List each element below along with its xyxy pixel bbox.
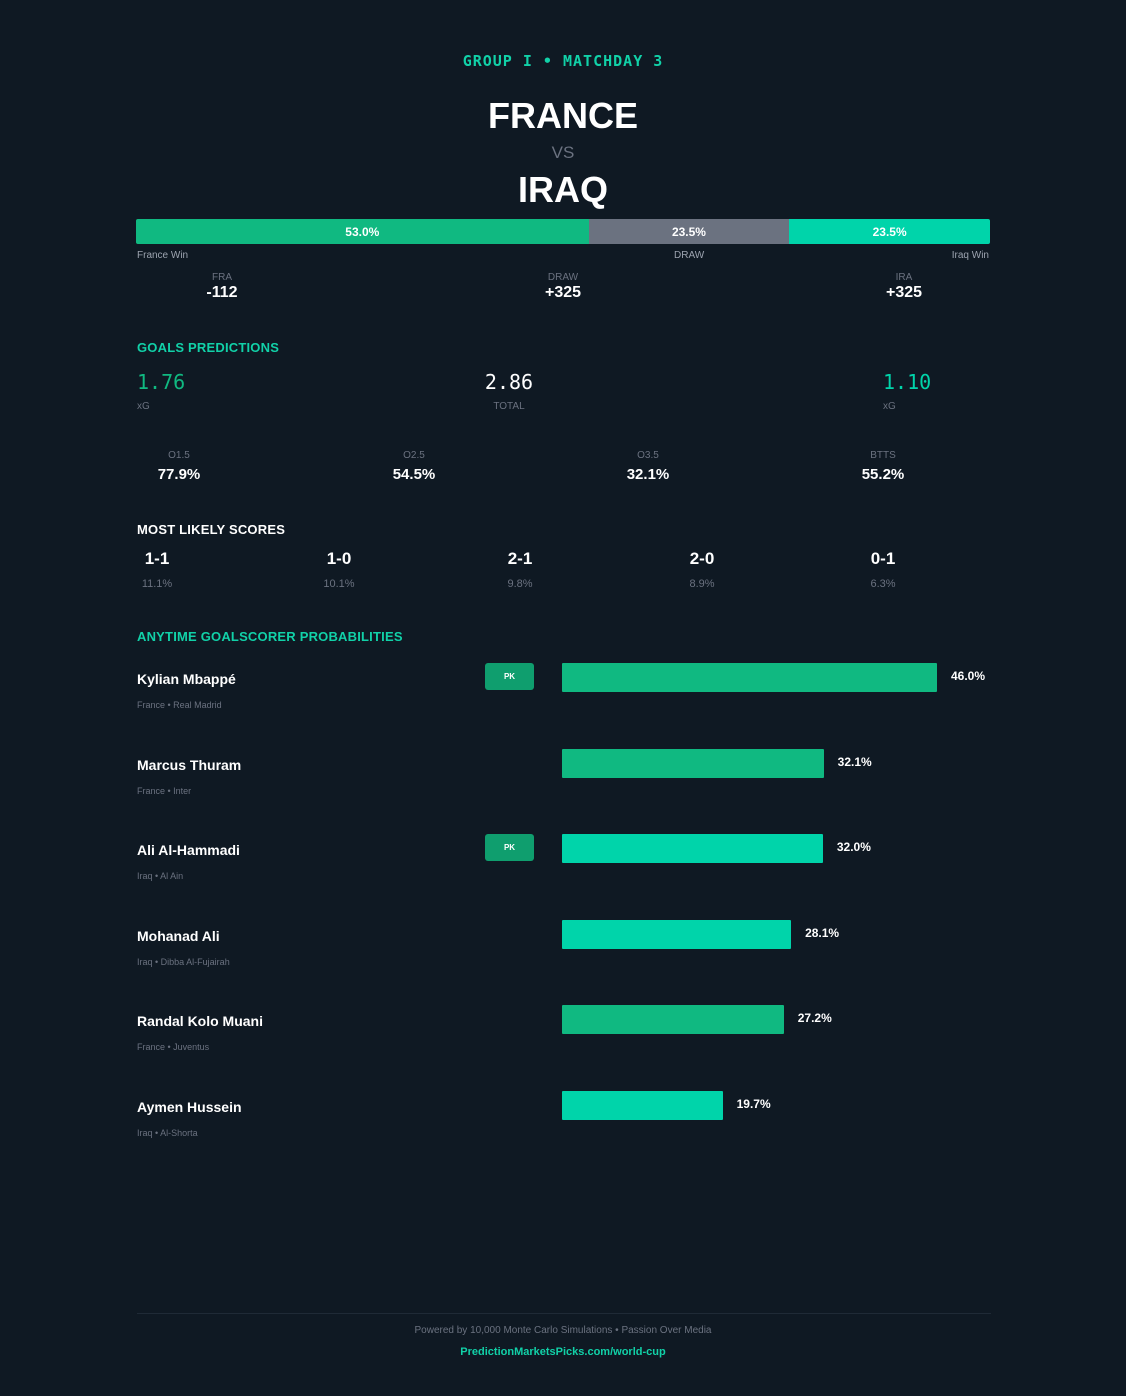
goals-heading: GOALS PREDICTIONS	[137, 340, 280, 355]
away-odds-key: IRA	[895, 272, 913, 283]
market-value: 54.5%	[392, 466, 436, 483]
away-xg-label: xG	[883, 401, 896, 412]
goalscorer-row: Randal Kolo Muani France • Juventus 27.2…	[137, 1005, 957, 1073]
market-over-1-5: O1.5 77.9%	[119, 450, 239, 483]
away-team-name: IRAQ	[518, 169, 608, 210]
goalscorer-row: Marcus Thuram France • Inter 32.1%	[137, 749, 957, 817]
score-item: 0-1 6.3%	[843, 549, 923, 590]
player-name: Marcus Thuram	[137, 757, 242, 773]
market-over-2-5: O2.5 54.5%	[354, 450, 474, 483]
probability-value: 28.1%	[805, 926, 840, 940]
penalty-taker-badge: PK	[485, 663, 534, 690]
home-odds: FRA -112	[142, 272, 302, 302]
away-odds-value: +325	[885, 284, 923, 301]
score-probability: 6.3%	[870, 578, 896, 590]
home-team-name: FRANCE	[488, 95, 638, 136]
draw-odds-key: DRAW	[547, 272, 579, 283]
score-probability: 9.8%	[507, 578, 533, 590]
goalscorer-row: Mohanad Ali Iraq • Dibba Al-Fujairah 28.…	[137, 920, 957, 988]
player-info: France • Real Madrid	[137, 700, 222, 710]
market-key: O1.5	[168, 450, 190, 461]
away-xg-value: 1.10	[883, 370, 932, 394]
penalty-taker-badge: PK	[485, 834, 534, 861]
home-odds-key: FRA	[212, 272, 232, 283]
probability-bar	[562, 663, 937, 692]
market-key: O3.5	[637, 450, 659, 461]
home-odds-value: -112	[206, 284, 238, 301]
market-key: O2.5	[403, 450, 425, 461]
player-name: Aymen Hussein	[137, 1099, 242, 1115]
away-win-caption: Iraq Win	[951, 250, 989, 261]
score-value: 1-0	[326, 549, 352, 568]
score-value: 2-0	[689, 549, 715, 568]
home-win-caption: France Win	[137, 250, 189, 261]
goalscorer-row: Ali Al-Hammadi Iraq • Al Ain PK 32.0%	[137, 834, 957, 902]
footer-note: Powered by 10,000 Monte Carlo Simulation…	[414, 1325, 712, 1336]
probability-bar	[562, 749, 824, 778]
player-info: Iraq • Al-Shorta	[137, 1128, 198, 1138]
home-xg-label: xG	[137, 401, 150, 412]
home-xg-value: 1.76	[137, 370, 186, 394]
probability-bar	[562, 1005, 784, 1034]
scores-heading: MOST LIKELY SCORES	[137, 522, 286, 537]
goalscorer-heading: ANYTIME GOALSCORER PROBABILITIES	[137, 629, 403, 644]
probability-value: 19.7%	[736, 1097, 771, 1111]
away-win-segment: 23.5%	[789, 219, 990, 244]
score-item: 2-1 9.8%	[480, 549, 560, 590]
goalscorer-row: Kylian Mbappé France • Real Madrid PK 46…	[137, 663, 985, 731]
player-info: Iraq • Al Ain	[137, 871, 184, 881]
score-probability: 11.1%	[141, 578, 173, 590]
player-name: Randal Kolo Muani	[137, 1013, 263, 1029]
score-value: 1-1	[144, 549, 170, 568]
probability-value: 27.2%	[797, 1011, 832, 1025]
goalscorer-row: Aymen Hussein Iraq • Al-Shorta 19.7%	[137, 1091, 957, 1159]
home-win-segment: 53.0%	[136, 219, 589, 244]
footer-link[interactable]: PredictionMarketsPicks.com/world-cup	[460, 1346, 666, 1358]
score-item: 1-1 11.1%	[117, 549, 197, 590]
player-info: France • Juventus	[137, 1042, 210, 1052]
outcome-probability-bar: 53.0% 23.5% 23.5%	[136, 219, 990, 244]
player-info: France • Inter	[137, 786, 192, 796]
score-value: 2-1	[507, 549, 533, 568]
market-over-3-5: O3.5 32.1%	[588, 450, 708, 483]
probability-value: 32.1%	[837, 755, 872, 769]
player-name: Mohanad Ali	[137, 928, 220, 944]
market-value: 55.2%	[861, 466, 905, 483]
player-name: Ali Al-Hammadi	[137, 842, 240, 858]
score-probability: 10.1%	[323, 578, 355, 590]
score-probability: 8.9%	[689, 578, 715, 590]
probability-bar	[562, 834, 823, 863]
score-value: 0-1	[870, 549, 896, 568]
away-odds: IRA +325	[824, 272, 984, 302]
draw-caption: DRAW	[674, 250, 705, 261]
player-info: Iraq • Dibba Al-Fujairah	[137, 957, 230, 967]
market-value: 77.9%	[157, 466, 201, 483]
probability-value: 46.0%	[951, 669, 986, 683]
market-key: BTTS	[870, 450, 896, 461]
market-value: 32.1%	[626, 466, 670, 483]
probability-bar	[562, 920, 792, 949]
total-goals-value: 2.86	[484, 370, 534, 394]
score-item: 1-0 10.1%	[299, 549, 379, 590]
total-goals-label: TOTAL	[493, 401, 525, 412]
player-name: Kylian Mbappé	[137, 671, 236, 687]
score-item: 2-0 8.9%	[662, 549, 742, 590]
draw-segment: 23.5%	[588, 219, 790, 244]
draw-odds-value: +325	[544, 284, 582, 301]
probability-value: 32.0%	[836, 840, 871, 854]
match-subtitle: GROUP I • MATCHDAY 3	[462, 52, 664, 70]
draw-odds: DRAW +325	[483, 272, 643, 302]
probability-bar	[562, 1091, 723, 1120]
market-btts: BTTS 55.2%	[823, 450, 943, 483]
footer-divider	[137, 1313, 991, 1314]
vs-label: VS	[551, 143, 575, 162]
